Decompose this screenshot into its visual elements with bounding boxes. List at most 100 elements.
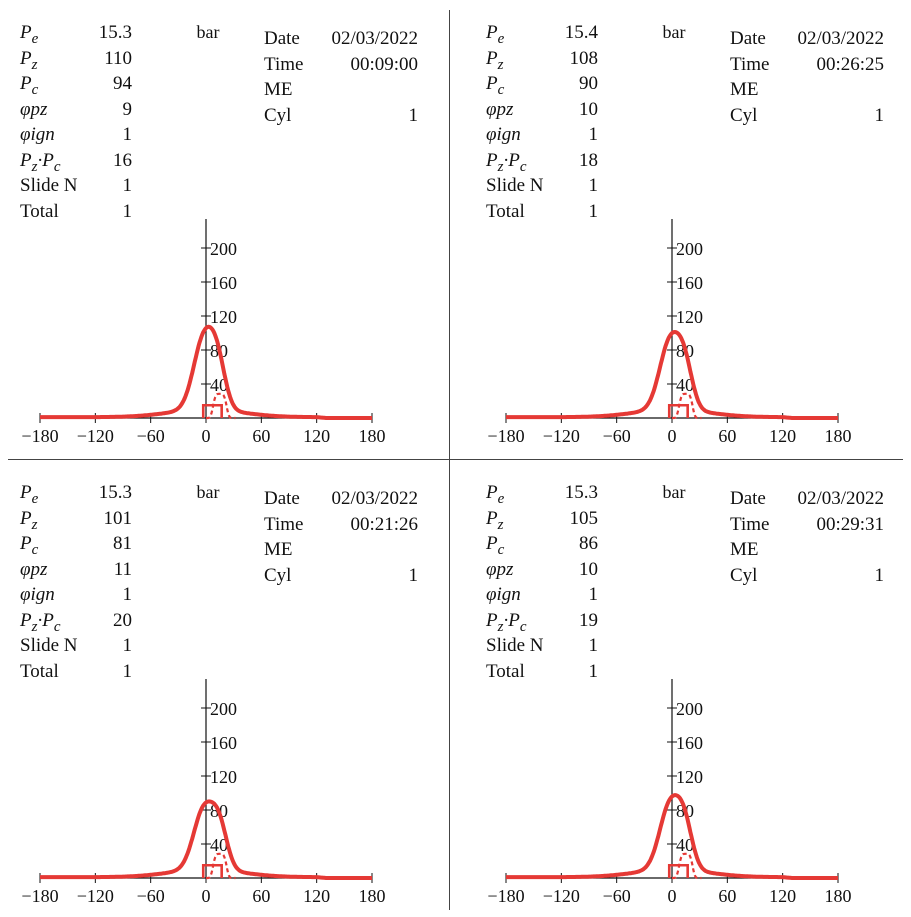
x-tick-label: −180 bbox=[21, 426, 58, 446]
parameter-row: φpz 10 bbox=[486, 97, 598, 123]
parameter-label: Pz bbox=[20, 47, 38, 73]
y-tick-label: 120 bbox=[676, 767, 703, 787]
parameter-label: Slide N bbox=[20, 635, 78, 656]
parameter-row: Total 1 bbox=[486, 659, 598, 685]
parameter-row: Total 1 bbox=[20, 659, 132, 685]
parameter-value: 1 bbox=[588, 635, 599, 656]
info-row: ME bbox=[730, 77, 884, 103]
chart-panel-4: −180 −120 −60 0 60 120 180 40 80 120 160 200 bar Pe 15… bbox=[466, 460, 911, 912]
parameter-label: φign bbox=[486, 124, 521, 145]
parameter-label: φpz bbox=[486, 98, 514, 120]
info-value: 00:26:25 bbox=[816, 53, 884, 75]
parameter-row: Total 1 bbox=[20, 199, 132, 225]
x-tick-label: 60 bbox=[252, 426, 270, 446]
parameter-value: 1 bbox=[122, 660, 133, 682]
info-row: Date 02/03/2022 bbox=[730, 486, 884, 512]
y-tick-label: 120 bbox=[676, 307, 703, 327]
info-label: ME bbox=[264, 539, 293, 560]
info-label: Date bbox=[730, 488, 766, 509]
x-tick-label: 60 bbox=[718, 426, 736, 446]
info-block: Date 02/03/2022 Time 00:09:00 ME Cyl 1 bbox=[264, 26, 418, 128]
x-tick-label: −60 bbox=[137, 426, 165, 446]
parameter-value: 81 bbox=[113, 533, 132, 554]
parameter-label: Total bbox=[486, 660, 525, 682]
info-row: Date 02/03/2022 bbox=[730, 26, 884, 52]
y-axis-unit: bar bbox=[197, 22, 220, 42]
parameter-value: 90 bbox=[579, 73, 598, 94]
x-tick-label: −180 bbox=[21, 886, 58, 906]
parameter-label: φpz bbox=[20, 558, 48, 580]
x-tick-label: 120 bbox=[769, 426, 796, 446]
info-value: 00:29:31 bbox=[816, 513, 884, 535]
vertical-divider bbox=[449, 10, 450, 910]
parameter-label: Pe bbox=[486, 482, 505, 507]
parameter-value: 11 bbox=[113, 558, 132, 580]
x-tick-label: 0 bbox=[202, 886, 211, 906]
parameter-value: 86 bbox=[579, 533, 598, 554]
info-value: 00:21:26 bbox=[350, 513, 418, 535]
parameter-label: Pz·Pc bbox=[486, 149, 527, 175]
parameter-row: Slide N 1 bbox=[20, 173, 132, 199]
info-label: ME bbox=[264, 79, 293, 100]
info-value: 02/03/2022 bbox=[331, 28, 418, 49]
parameter-value: 20 bbox=[113, 609, 132, 631]
parameter-row: Pe 15.3 bbox=[486, 480, 598, 507]
pressure-curve bbox=[504, 793, 840, 880]
info-row: Cyl 1 bbox=[730, 103, 884, 129]
parameter-value: 1 bbox=[588, 584, 599, 605]
info-row: Time 00:21:26 bbox=[264, 512, 418, 538]
parameter-value: 1 bbox=[588, 124, 599, 145]
x-tick-label: −60 bbox=[603, 886, 631, 906]
parameter-value: 15.3 bbox=[564, 482, 598, 503]
y-tick-label: 160 bbox=[210, 733, 237, 753]
parameter-row: Slide N 1 bbox=[20, 633, 132, 659]
info-value: 1 bbox=[874, 104, 885, 126]
parameter-row: φign 1 bbox=[20, 122, 132, 148]
x-tick-label: −120 bbox=[77, 886, 114, 906]
parameter-row: Pc 94 bbox=[20, 71, 132, 98]
chart-panel-3: −180 −120 −60 0 60 120 180 40 80 120 160 200 bar Pe 15… bbox=[0, 460, 448, 912]
parameter-row: Pz 101 bbox=[20, 506, 132, 533]
parameter-value: 18 bbox=[579, 149, 598, 171]
parameter-row: Slide N 1 bbox=[486, 173, 598, 199]
parameter-value: 9 bbox=[122, 98, 133, 120]
y-tick-label: 200 bbox=[210, 699, 237, 719]
x-tick-label: 180 bbox=[825, 426, 852, 446]
parameter-row: Pe 15.3 bbox=[20, 20, 132, 47]
parameter-value: 1 bbox=[122, 175, 133, 196]
parameter-label: φpz bbox=[20, 98, 48, 120]
parameter-label: Pz·Pc bbox=[20, 609, 61, 635]
parameter-row: Pc 81 bbox=[20, 531, 132, 558]
parameter-value: 16 bbox=[113, 149, 132, 171]
info-row: Cyl 1 bbox=[264, 103, 418, 129]
chart-panel-1: −180 −120 −60 0 60 120 180 40 80 120 160 200 bar Pe 15… bbox=[0, 0, 448, 452]
info-label: ME bbox=[730, 539, 759, 560]
info-row: ME bbox=[264, 537, 418, 563]
x-tick-label: 0 bbox=[202, 426, 211, 446]
parameter-value: 15.3 bbox=[98, 482, 132, 503]
parameter-row: Slide N 1 bbox=[486, 633, 598, 659]
parameter-label: Pz bbox=[486, 507, 504, 533]
parameter-value: 110 bbox=[104, 47, 132, 69]
info-label: Cyl bbox=[730, 104, 758, 126]
parameter-row: Pz 110 bbox=[20, 46, 132, 73]
info-value: 00:09:00 bbox=[350, 53, 418, 75]
parameter-row: Pz·Pc 18 bbox=[486, 148, 598, 175]
info-label: Cyl bbox=[264, 104, 292, 126]
x-tick-label: −120 bbox=[77, 426, 114, 446]
info-value: 02/03/2022 bbox=[797, 28, 884, 49]
parameter-row: Pc 86 bbox=[486, 531, 598, 558]
y-tick-label: 40 bbox=[210, 835, 228, 855]
x-tick-label: 120 bbox=[769, 886, 796, 906]
x-tick-label: 120 bbox=[303, 426, 330, 446]
chart-panel-2: −180 −120 −60 0 60 120 180 40 80 120 160 200 bar Pe 15… bbox=[466, 0, 911, 452]
y-tick-label: 40 bbox=[676, 375, 694, 395]
parameter-value: 94 bbox=[113, 73, 132, 94]
y-tick-label: 120 bbox=[210, 767, 237, 787]
parameter-row: Pz 108 bbox=[486, 46, 598, 73]
parameter-label: Pz·Pc bbox=[20, 149, 61, 175]
parameter-value: 15.3 bbox=[98, 22, 132, 43]
parameters-block: Pe 15.3 Pz 105 Pc 86 φpz 10 φign 1 Pz·Pc 19 Slide N 1… bbox=[486, 480, 598, 684]
